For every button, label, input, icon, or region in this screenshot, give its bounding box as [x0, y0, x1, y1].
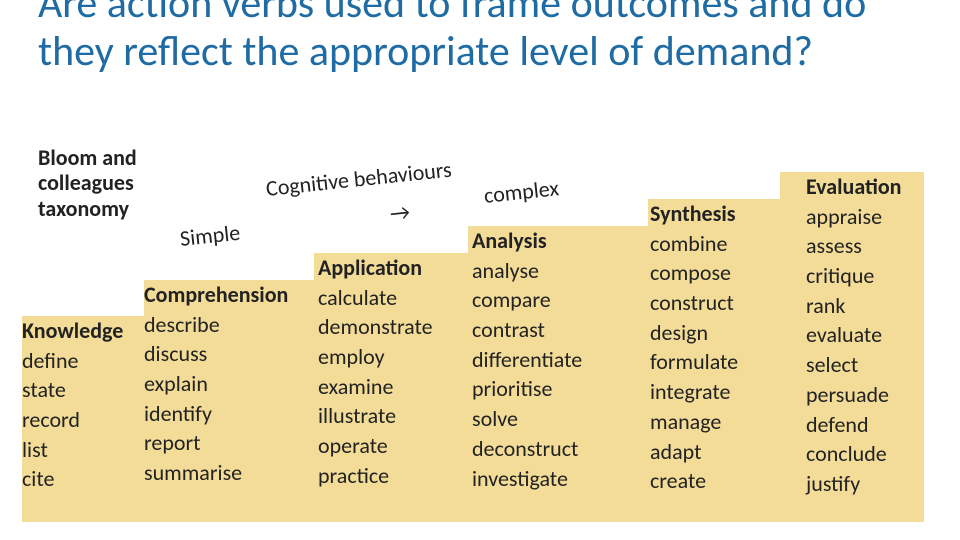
verb: adapt	[650, 437, 780, 467]
verb: illustrate	[318, 401, 468, 431]
verb: deconstruct	[472, 434, 648, 464]
verb: summarise	[144, 458, 319, 488]
column-head: Comprehension	[144, 280, 319, 310]
verb: describe	[144, 310, 319, 340]
verb: integrate	[650, 377, 780, 407]
label-simple: Simple	[179, 219, 242, 252]
verb: design	[650, 318, 780, 348]
verb: persuade	[806, 380, 936, 410]
column-knowledge: Knowledge define state record list cite	[22, 316, 144, 494]
verb: contrast	[472, 315, 648, 345]
subtitle-line: taxonomy	[38, 196, 137, 221]
verb: explain	[144, 369, 319, 399]
page-title: Are action verbs used to frame outcomes …	[38, 0, 938, 77]
column-head: Evaluation	[806, 172, 936, 202]
verb: state	[22, 375, 144, 405]
verb: compare	[472, 285, 648, 315]
verb: calculate	[318, 283, 468, 313]
verb: create	[650, 466, 780, 496]
taxonomy-subtitle: Bloom and colleagues taxonomy	[38, 145, 137, 221]
verb: discuss	[144, 339, 319, 369]
verb: identify	[144, 399, 319, 429]
column-application: Application calculate demonstrate employ…	[318, 253, 468, 491]
subtitle-line: colleagues	[38, 170, 137, 195]
verb: prioritise	[472, 374, 648, 404]
verb: investigate	[472, 464, 648, 494]
column-comprehension: Comprehension describe discuss explain i…	[144, 280, 319, 488]
column-evaluation: Evaluation appraise assess critique rank…	[806, 172, 936, 499]
column-synthesis: Synthesis combine compose construct desi…	[650, 199, 780, 496]
verb: define	[22, 346, 144, 376]
verb: evaluate	[806, 320, 936, 350]
verb: practice	[318, 461, 468, 491]
verb: solve	[472, 404, 648, 434]
verb: manage	[650, 407, 780, 437]
verb: assess	[806, 231, 936, 261]
column-head: Application	[318, 253, 468, 283]
verb: select	[806, 350, 936, 380]
verb: rank	[806, 291, 936, 321]
column-head: Synthesis	[650, 199, 780, 229]
verb: record	[22, 405, 144, 435]
label-cognitive: Cognitive behaviours	[265, 156, 453, 202]
verb: combine	[650, 229, 780, 259]
column-head: Knowledge	[22, 316, 144, 346]
column-analysis: Analysis analyse compare contrast differ…	[472, 226, 648, 493]
label-complex: complex	[483, 174, 560, 209]
verb: report	[144, 428, 319, 458]
verb: differentiate	[472, 345, 648, 375]
verb: list	[22, 435, 144, 465]
verb: cite	[22, 464, 144, 494]
verb: analyse	[472, 256, 648, 286]
verb: examine	[318, 372, 468, 402]
verb: defend	[806, 410, 936, 440]
verb: critique	[806, 261, 936, 291]
verb: appraise	[806, 202, 936, 232]
arrow-icon: →	[389, 198, 412, 227]
verb: justify	[806, 469, 936, 499]
verb: demonstrate	[318, 312, 468, 342]
subtitle-line: Bloom and	[38, 145, 137, 170]
verb: construct	[650, 288, 780, 318]
verb: employ	[318, 342, 468, 372]
column-head: Analysis	[472, 226, 648, 256]
verb: operate	[318, 431, 468, 461]
verb: compose	[650, 258, 780, 288]
verb: formulate	[650, 347, 780, 377]
verb: conclude	[806, 439, 936, 469]
